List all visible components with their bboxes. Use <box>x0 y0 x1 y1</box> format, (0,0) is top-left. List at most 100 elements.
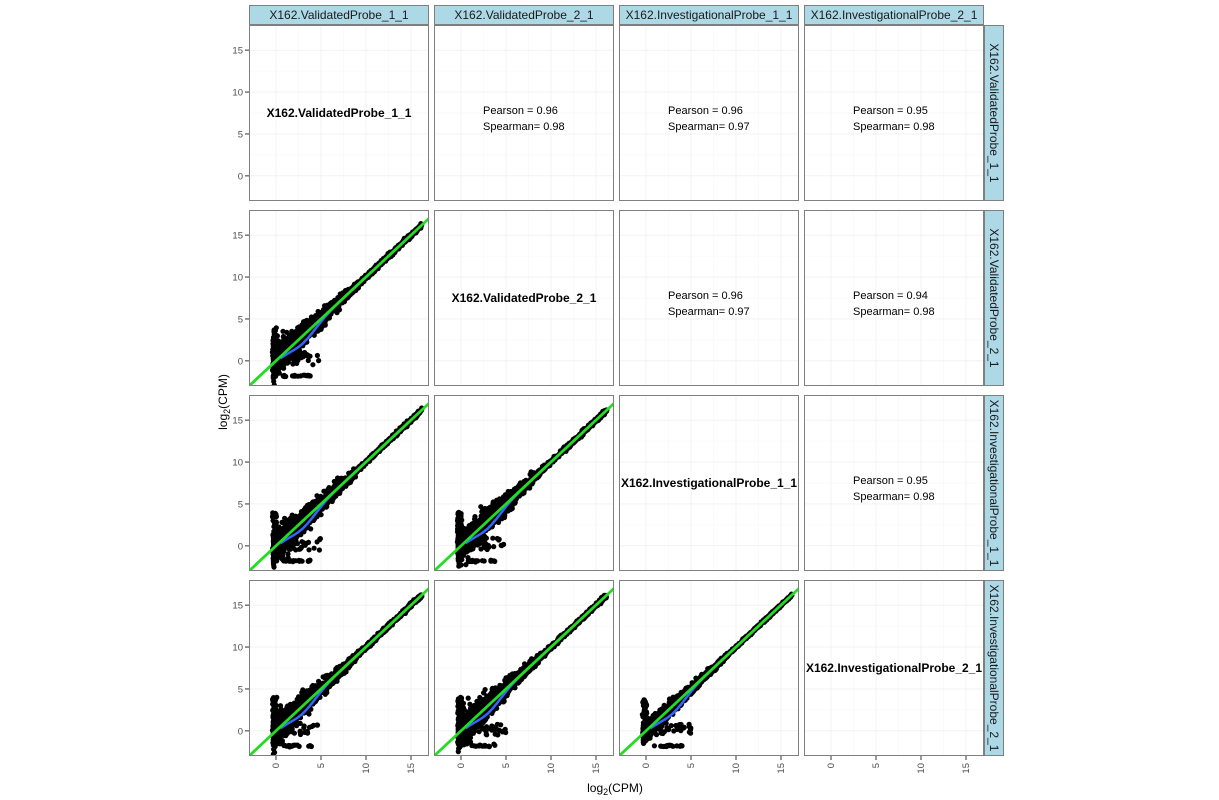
pearson-label: Pearson = 0.94 <box>853 290 928 302</box>
spearman-label: Spearman= 0.98 <box>483 121 565 133</box>
scatter-layer <box>249 217 429 394</box>
scatter-point <box>455 517 461 523</box>
scatter-point <box>295 518 301 524</box>
scatter-point <box>335 478 341 484</box>
reference-line <box>249 217 429 386</box>
scatter-point <box>310 362 316 368</box>
scatter-point <box>298 373 304 379</box>
panel-0-3: Pearson = 0.95 Spearman= 0.98 <box>804 25 984 201</box>
diagonal-label: X162.ValidatedProbe_2_1 <box>452 291 597 305</box>
panel-2-1 <box>434 395 614 571</box>
scatter-point <box>272 521 278 527</box>
scatter-point <box>293 537 299 544</box>
scatter-point <box>469 557 475 563</box>
scatter-point <box>307 373 313 379</box>
scatter-point <box>291 373 297 379</box>
scatter-point <box>316 547 322 553</box>
scatter-point <box>479 558 485 564</box>
scatter-point <box>280 333 286 340</box>
panel-2-0 <box>249 395 429 571</box>
scatter-point <box>305 357 311 364</box>
spearman-label: Spearman= 0.98 <box>853 306 935 318</box>
scatter-point <box>280 328 286 334</box>
scatter-point <box>508 506 514 513</box>
scatter-point <box>302 542 308 548</box>
panel-border <box>804 25 984 201</box>
panel-border <box>249 210 429 386</box>
panel-0-1: Pearson = 0.96 Spearman= 0.98 <box>434 25 614 201</box>
scatter-point <box>274 528 280 534</box>
scatter-point <box>314 352 320 359</box>
scatter-point <box>328 300 334 306</box>
scatter-point <box>306 547 312 553</box>
panel-grid: X162.ValidatedProbe_1_1 Pearson = 0.96Spe… <box>249 25 984 756</box>
scatter-point <box>494 503 500 509</box>
scatter-point <box>330 495 336 502</box>
scatter-point <box>271 562 277 569</box>
scatter-point <box>337 490 343 496</box>
scatter-point <box>280 359 286 365</box>
scatter-point <box>272 351 278 357</box>
scatter-point <box>286 338 292 344</box>
scatter-point <box>296 546 302 552</box>
scatter-point <box>316 358 322 364</box>
scatter-point <box>279 519 285 526</box>
scatter-point <box>271 389 276 394</box>
scatter-point <box>324 302 330 308</box>
scatter-point <box>318 309 324 316</box>
scatter-point <box>510 489 517 495</box>
scatter-point <box>311 332 317 338</box>
spearman-label: Spearman= 0.97 <box>668 121 750 133</box>
scatter-point <box>486 512 492 519</box>
scatter-point <box>307 558 313 564</box>
scatter-point <box>271 552 277 558</box>
panel-border <box>619 210 799 386</box>
scatter-point <box>289 543 295 550</box>
pearson-label: Pearson = 0.96 <box>668 105 743 117</box>
scatter-point <box>298 532 304 538</box>
scatter-point <box>490 499 496 505</box>
pearson-label: Pearson = 0.95 <box>853 105 928 117</box>
scatter-point <box>491 558 497 564</box>
scatter-point <box>281 525 287 531</box>
scatter-point <box>281 558 287 564</box>
scatter-layer <box>249 402 429 571</box>
scatter-layer <box>434 402 614 571</box>
panel-border <box>434 210 614 386</box>
scatter-point <box>302 349 308 356</box>
scatter-point <box>311 545 317 551</box>
panel-0-0: X162.ValidatedProbe_1_1 <box>249 25 429 201</box>
scatter-point <box>289 521 295 527</box>
scatter-point <box>294 360 300 366</box>
scatter-point <box>294 329 300 335</box>
pearson-label: Pearson = 0.96 <box>483 105 558 117</box>
scatter-point <box>455 521 461 527</box>
diagonal-label: X162.ValidatedProbe_1_1 <box>267 106 412 120</box>
panel-1-0 <box>249 210 429 394</box>
scatter-point <box>322 320 328 326</box>
scatter-point <box>285 551 291 557</box>
scatter-point <box>455 527 461 533</box>
panel-border <box>249 25 429 201</box>
scatter-point <box>316 497 323 503</box>
scatter-point <box>271 368 277 374</box>
scatter-point <box>457 510 463 516</box>
scatter-point <box>290 354 297 360</box>
scatter-point <box>281 343 287 350</box>
scatter-point <box>480 509 486 515</box>
scatter-point <box>491 544 497 550</box>
scatter-point <box>458 562 464 568</box>
panel-border <box>804 210 984 386</box>
scatter-point <box>472 516 478 522</box>
scatter-point <box>318 512 324 518</box>
scatter-point <box>283 543 289 549</box>
scatter-point <box>509 502 516 508</box>
scatter-point <box>279 338 286 345</box>
spearman-label: Spearman= 0.98 <box>853 121 935 133</box>
scatter-point <box>282 373 288 380</box>
scatter-point <box>299 558 305 564</box>
panel-border <box>434 25 614 201</box>
scatter-point <box>273 363 279 369</box>
